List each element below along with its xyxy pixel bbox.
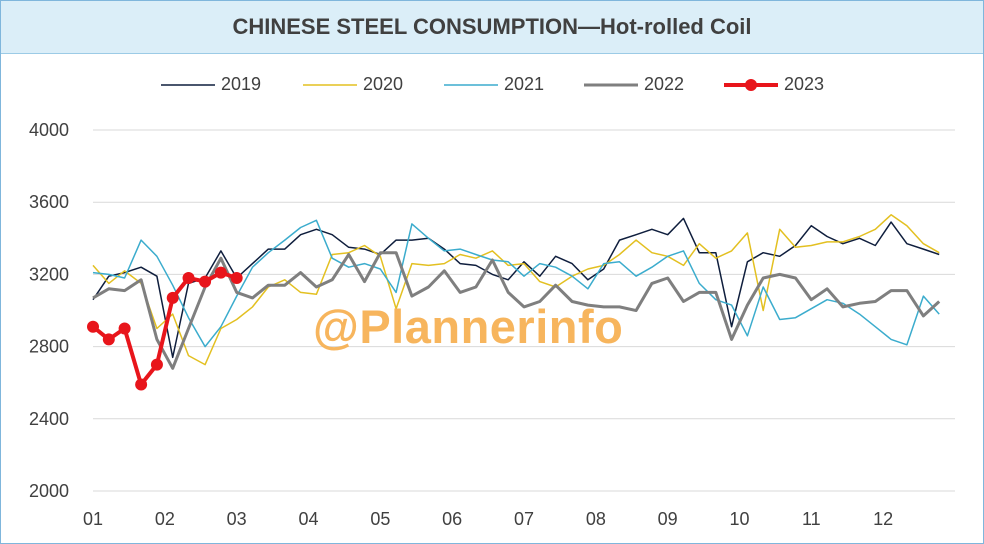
chart-legend: 2019 2020 2021 2022 2023 [1,71,983,99]
legend-label: 2021 [504,74,545,94]
x-tick-label: 10 [729,509,749,529]
y-tick-label: 2400 [29,409,69,429]
x-tick-label: 12 [873,509,893,529]
legend-swatch [724,79,778,91]
chart-title: CHINESE STEEL CONSUMPTION—Hot-rolled Coi… [232,14,752,39]
legend-label: 2023 [784,74,825,94]
y-tick-label: 2800 [29,337,69,357]
series-point-2023 [102,333,115,346]
y-tick-label: 2000 [29,481,69,501]
legend-swatch [444,84,498,86]
legend-label: 2019 [221,74,262,94]
y-tick-label: 3600 [29,192,69,212]
legend-swatch [584,83,638,87]
y-tick-label: 4000 [29,120,69,140]
series-line-2021 [92,219,940,348]
x-tick-label: 08 [586,509,606,529]
legend-swatch [161,84,215,86]
x-tick-label: 07 [514,509,534,529]
series-point-2023 [182,272,195,285]
series-point-2023 [214,266,227,279]
x-tick-label: 09 [658,509,678,529]
series-point-2023 [166,291,179,304]
x-tick-label: 06 [442,509,462,529]
legend-swatch [303,84,357,86]
series-point-2023 [199,275,212,288]
legend-label: 2020 [363,74,404,94]
x-tick-label: 04 [298,509,318,529]
series-point-2023 [118,322,131,335]
y-tick-label: 3200 [29,264,69,284]
x-tick-label: 03 [227,509,247,529]
series-point-2023 [135,378,148,391]
x-tick-label: 01 [83,509,103,529]
series-line-2020 [92,214,940,366]
watermark-text: @Plannerinfo [313,300,624,353]
series-point-2023 [87,320,99,333]
series-point-2023 [230,272,243,285]
series-line-2022 [92,251,941,370]
x-tick-label: 02 [155,509,175,529]
title-bar: CHINESE STEEL CONSUMPTION—Hot-rolled Coi… [1,1,983,54]
series-line-2023 [91,270,238,387]
series-point-2023 [150,358,163,371]
x-tick-label: 05 [370,509,390,529]
x-tick-label: 11 [802,509,821,529]
legend-label: 2022 [644,74,685,94]
